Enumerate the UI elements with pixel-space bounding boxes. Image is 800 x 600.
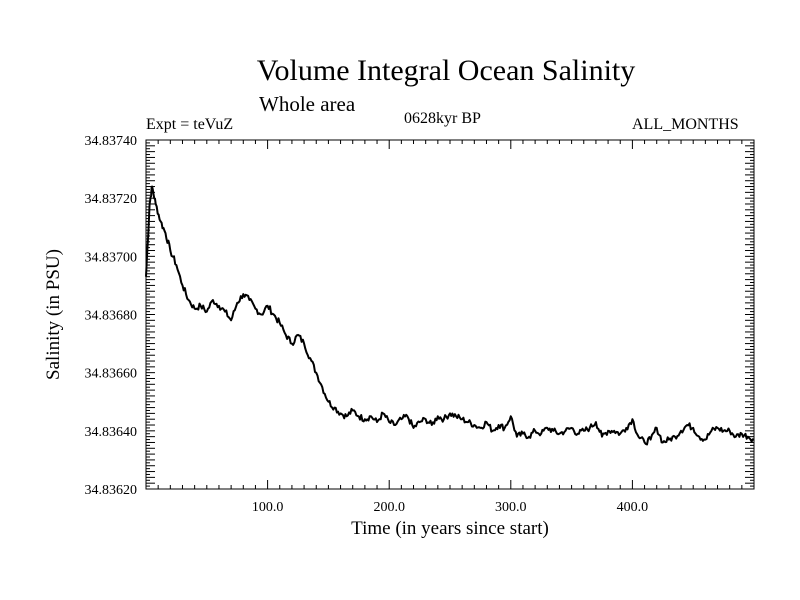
x-tick-label: 200.0 [373, 500, 405, 515]
y-tick-labels: 34.83620 34.83640 34.83660 34.83680 34.83700… [85, 134, 138, 498]
x-tick-label: 400.0 [617, 500, 649, 515]
x-tick-label: 300.0 [495, 500, 527, 515]
plot-frame [145, 139, 755, 490]
y-axis-label: Salinity (in PSU) [43, 249, 64, 380]
axis-ticks [146, 140, 754, 489]
months-label: ALL_MONTHS [632, 116, 739, 133]
y-tick-label: 34.83680 [85, 309, 138, 324]
y-tick-label: 34.83640 [85, 425, 138, 440]
x-tick-label: 100.0 [252, 500, 284, 515]
y-tick-label: 34.83620 [85, 483, 138, 498]
y-tick-label: 34.83660 [85, 367, 138, 382]
chart-subtitle: Whole area [259, 92, 356, 116]
period-label: 0628kyr BP [404, 110, 481, 127]
x-tick-labels: 100.0 200.0 300.0 400.0 [252, 500, 648, 515]
x-axis-label: Time (in years since start) [351, 518, 549, 539]
chart-title: Volume Integral Ocean Salinity [256, 54, 636, 87]
y-tick-label: 34.83700 [85, 250, 138, 265]
salinity-series-line [145, 185, 755, 446]
experiment-label: Expt = teVuZ [146, 116, 234, 133]
y-tick-label: 34.83720 [85, 192, 138, 207]
y-tick-label: 34.83740 [85, 134, 138, 149]
